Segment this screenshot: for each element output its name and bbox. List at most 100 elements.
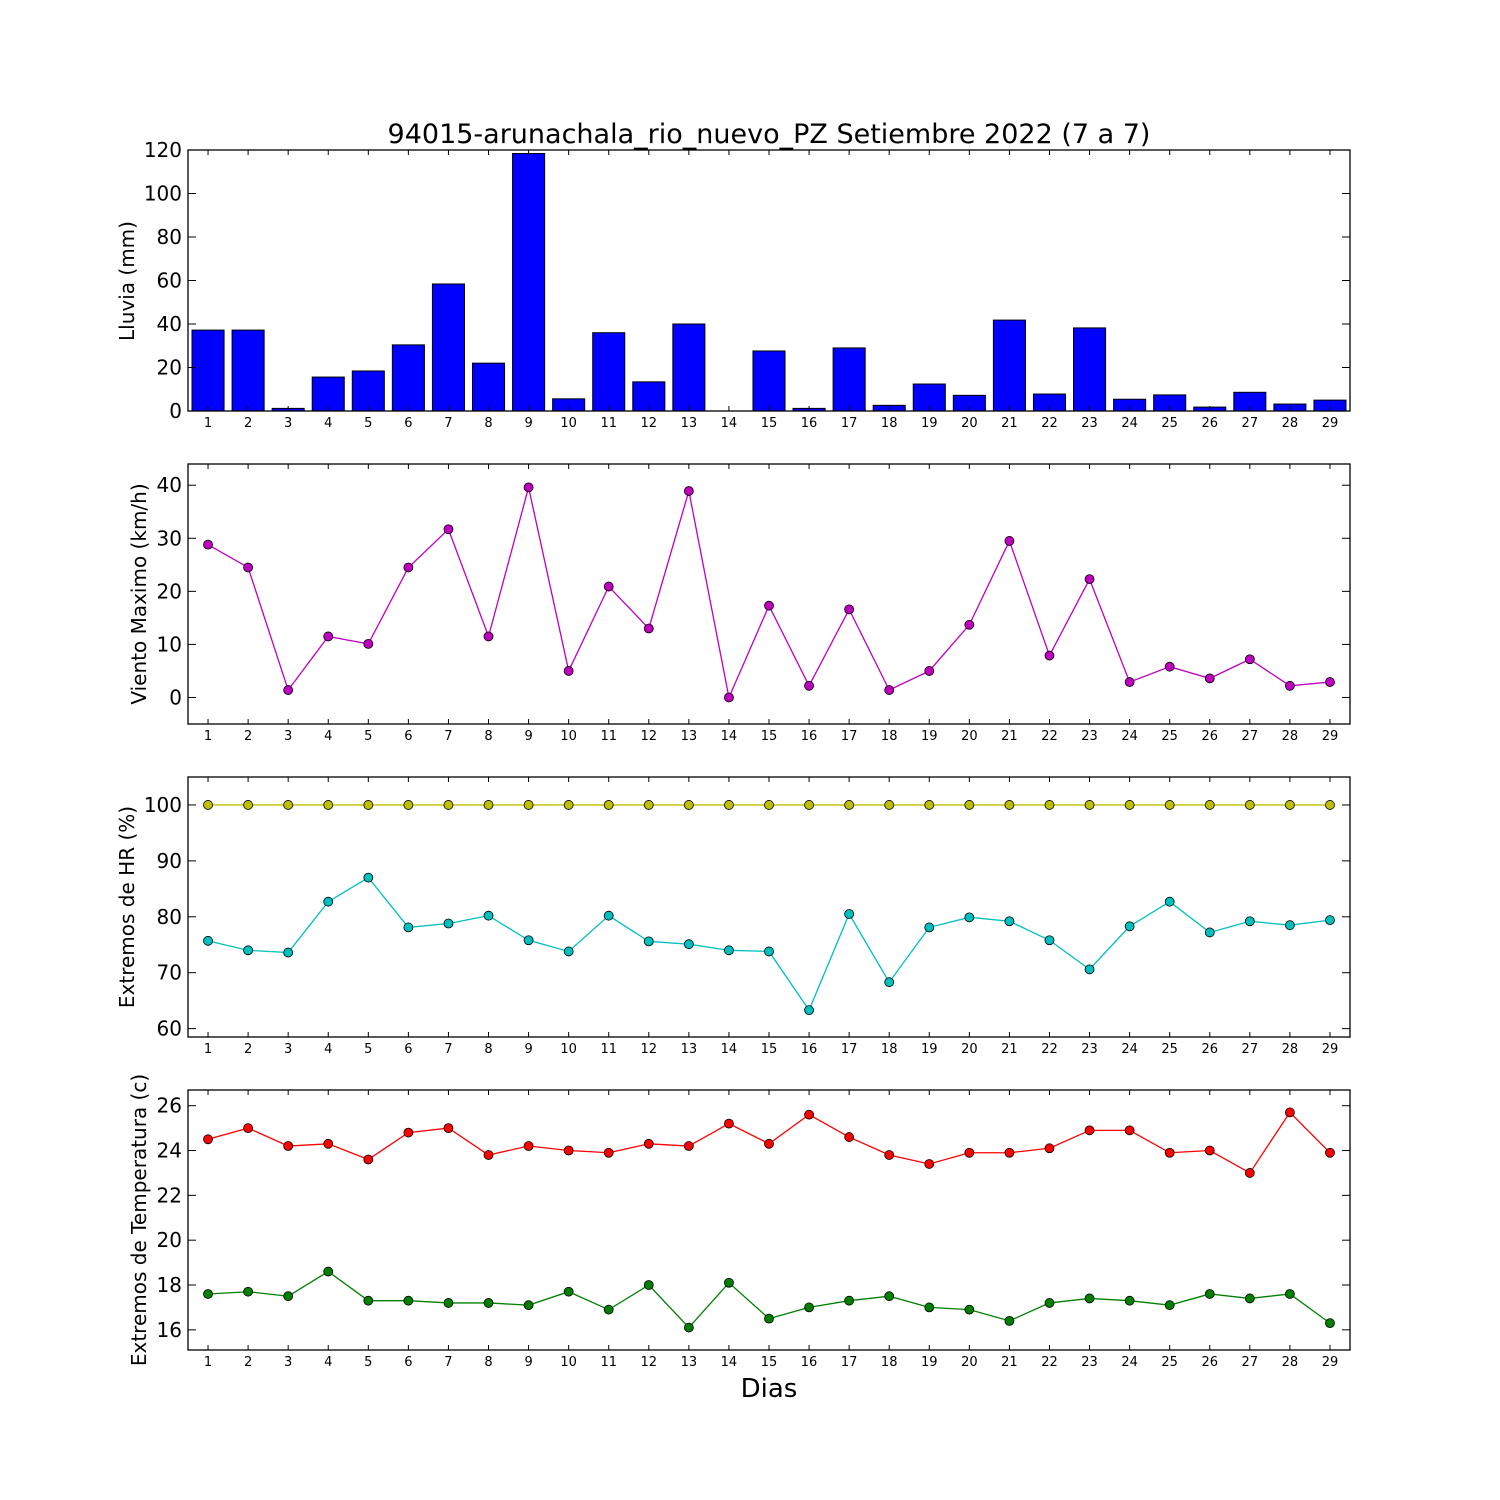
y-tick-label: 24 [157,1139,182,1163]
point-series-a-day-6 [403,800,414,810]
point-series-b-day-8 [483,910,494,921]
point-series-a-day-5 [363,1154,374,1165]
x-tick-label: 10 [560,416,577,431]
x-tick-label: 15 [761,1355,778,1370]
bar-day-4 [311,376,345,412]
x-tick-label: 12 [641,1355,658,1370]
point-series-a-day-23 [1084,800,1095,810]
point-series-a-day-17 [844,604,855,615]
point-series-a-day-23 [1084,1125,1095,1136]
chart-title: 94015-arunachala_rio_nuevo_PZ Setiembre … [388,119,1151,150]
x-tick-label: 2 [244,729,252,744]
x-tick-label: 20 [961,1042,978,1057]
point-series-b-day-23 [1084,1293,1095,1304]
bar-day-2 [231,329,265,412]
x-tick-label: 22 [1041,416,1058,431]
y-tick-label: 26 [157,1094,182,1118]
point-series-b-day-22 [1044,935,1055,946]
x-tick-label: 3 [284,1355,292,1370]
point-series-b-day-6 [403,922,414,933]
y-tick-label: 90 [157,849,182,873]
x-tick-label: 27 [1242,729,1259,744]
point-series-a-day-13 [683,800,694,810]
x-tick-label: 11 [600,1042,617,1057]
point-series-a-day-13 [683,486,694,496]
point-series-a-day-11 [603,800,614,810]
point-series-a-day-7 [443,800,454,810]
x-tick-label: 6 [404,1355,412,1370]
x-tick-label: 25 [1161,1042,1178,1057]
x-tick-label: 4 [324,1042,332,1057]
point-series-a-day-5 [363,800,374,810]
x-tick-label: 7 [444,1042,452,1057]
point-series-a-day-1 [203,800,213,810]
x-tick-label: 6 [404,1042,412,1057]
point-series-a-day-20 [964,800,975,810]
point-series-b-day-22 [1044,1298,1055,1308]
point-series-b-day-21 [1004,1315,1015,1326]
point-series-a-day-29 [1325,1147,1335,1158]
point-series-b-day-17 [844,1295,855,1306]
point-series-b-day-7 [443,1298,454,1308]
x-tick-label: 14 [721,1042,738,1057]
point-series-b-day-8 [483,1298,494,1308]
point-series-a-day-7 [443,1123,454,1133]
x-tick-label: 17 [841,416,858,431]
x-tick-label: 24 [1121,1042,1138,1057]
x-tick-label: 2 [244,1355,252,1370]
x-tick-label: 24 [1121,729,1138,744]
x-tick-label: 8 [484,416,492,431]
x-tick-label: 5 [364,1042,372,1057]
x-tick-label: 19 [921,1042,938,1057]
point-series-b-day-13 [683,1322,694,1333]
point-series-a-day-1 [203,1134,213,1145]
point-series-b-day-9 [523,1300,534,1311]
point-series-a-day-14 [724,1118,734,1129]
x-tick-label: 1 [204,729,212,744]
x-tick-label: 20 [961,416,978,431]
point-series-b-day-9 [523,935,534,946]
x-tick-label: 15 [761,416,778,431]
x-tick-label: 20 [961,729,978,744]
x-tick-label: 28 [1282,1355,1299,1370]
y-tick-label: 60 [157,269,182,293]
point-series-a-day-2 [243,800,254,810]
y-axis-label: Extremos de Temperatura (c) [127,1074,151,1366]
point-series-a-day-21 [1004,800,1015,810]
x-tick-label: 26 [1201,1042,1218,1057]
bar-day-11 [592,332,626,412]
y-tick-label: 80 [157,905,182,929]
y-tick-label: 22 [157,1183,182,1207]
point-series-a-day-10 [563,800,574,810]
x-tick-label: 18 [881,416,898,431]
point-series-b-day-2 [243,945,254,956]
point-series-a-day-12 [643,1138,654,1149]
x-tick-label: 29 [1322,1355,1339,1370]
x-tick-label: 26 [1201,1355,1218,1370]
x-tick-label: 14 [721,1355,738,1370]
x-tick-label: 4 [324,1355,332,1370]
x-tick-label: 17 [841,729,858,744]
point-series-a-day-25 [1164,800,1175,810]
point-series-b-day-26 [1204,1289,1215,1299]
x-tick-label: 9 [524,416,532,431]
point-series-a-day-17 [844,1132,855,1142]
y-tick-label: 20 [157,579,182,603]
bar-day-23 [1073,327,1107,412]
y-tick-label: 80 [157,225,182,249]
x-tick-label: 28 [1282,729,1299,744]
x-tick-label: 29 [1322,1042,1339,1057]
x-tick-label: 15 [761,1042,778,1057]
point-series-b-day-26 [1204,927,1215,938]
x-tick-label: 12 [641,416,658,431]
point-series-a-day-14 [724,800,734,810]
y-tick-label: 20 [157,1228,182,1252]
x-tick-label: 13 [681,1355,698,1370]
point-series-a-day-16 [804,1109,814,1120]
point-series-a-day-16 [804,680,814,691]
x-tick-label: 25 [1161,729,1178,744]
point-series-b-day-7 [443,918,454,929]
x-tick-label: 3 [284,729,292,744]
y-tick-label: 0 [169,685,182,709]
